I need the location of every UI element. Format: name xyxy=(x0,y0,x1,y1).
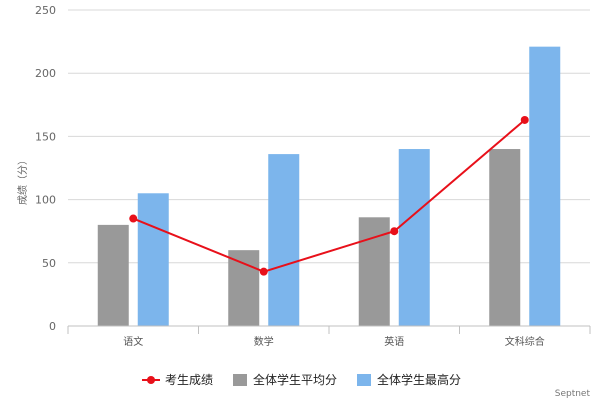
bar-全体学生平均分 xyxy=(358,217,390,326)
x-tick-label: 语文 xyxy=(123,335,143,348)
bar-全体学生最高分 xyxy=(529,46,561,326)
y-tick-label: 50 xyxy=(42,257,56,270)
x-tick-label: 文科综合 xyxy=(505,335,545,348)
line-layer xyxy=(129,115,529,276)
x-tick-label: 英语 xyxy=(384,335,404,348)
x-tick-label: 数学 xyxy=(254,335,274,348)
bar-全体学生平均分 xyxy=(228,250,260,326)
bar-全体学生最高分 xyxy=(137,193,169,326)
y-tick-label: 150 xyxy=(35,130,56,143)
point-考生成绩 xyxy=(129,214,138,223)
bar-全体学生平均分 xyxy=(97,224,129,326)
legend-symbol-bar xyxy=(233,374,247,386)
line-考生成绩 xyxy=(132,119,526,273)
point-考生成绩 xyxy=(390,227,399,236)
y-tick-label: 0 xyxy=(49,320,56,333)
y-tick-label: 100 xyxy=(35,194,56,207)
point-考生成绩 xyxy=(259,267,268,276)
point-考生成绩 xyxy=(520,115,529,124)
bars-layer xyxy=(97,46,561,326)
bar-全体学生平均分 xyxy=(489,149,521,326)
legend-item-label: 考生成绩 xyxy=(165,373,213,387)
legend: 考生成绩 全体学生平均分 全体学生最高分 xyxy=(142,372,461,387)
y-tick-label: 200 xyxy=(35,67,56,80)
legend-symbol-bar xyxy=(357,374,371,386)
bar-全体学生最高分 xyxy=(268,154,300,326)
bar-全体学生最高分 xyxy=(398,149,430,326)
y-tick-label: 250 xyxy=(35,4,56,17)
legend-symbol-marker xyxy=(147,376,155,384)
y-axis-title: 成绩（分） xyxy=(16,155,29,205)
legend-item-label: 全体学生最高分 xyxy=(377,372,461,387)
axis-layer: 0 50 100 150 200 250 语文 数学 英语 文科综合 xyxy=(35,4,591,348)
legend-item-label: 全体学生平均分 xyxy=(253,372,337,387)
chart-credit: Septnet xyxy=(555,389,591,399)
